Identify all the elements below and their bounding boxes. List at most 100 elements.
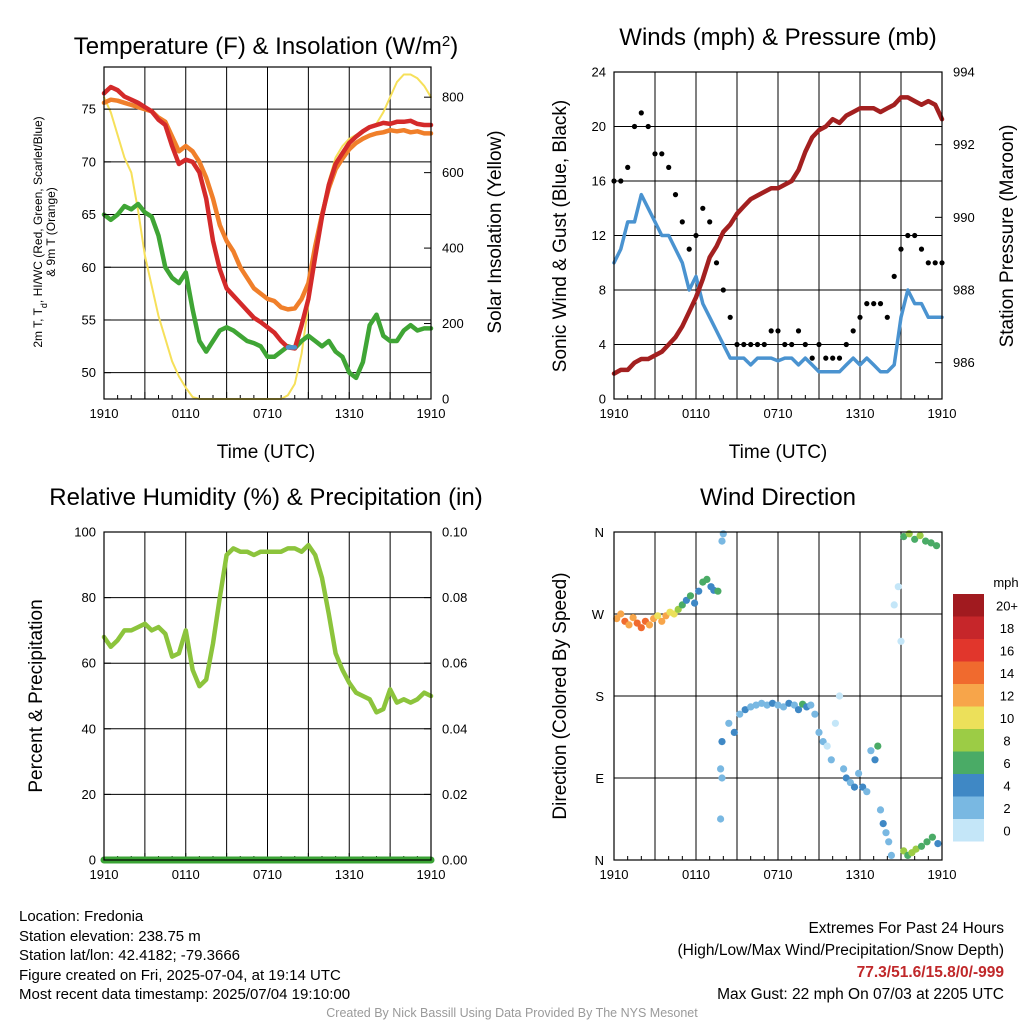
colorbar-label: 12: [1000, 688, 1014, 703]
humidity-line: [101, 542, 434, 715]
x-tick-label: 0710: [764, 867, 793, 882]
colorbar-label: 14: [1000, 666, 1014, 681]
direction-point: [613, 615, 621, 623]
y-tick-label: 100: [74, 525, 96, 540]
y2-tick-label: 0: [442, 392, 449, 407]
direction-point: [863, 788, 871, 796]
temperature-xlabel: Time (UTC): [217, 442, 316, 463]
direction-point: [922, 537, 930, 545]
y2-tick-label: 0.10: [442, 525, 467, 540]
gust-point: [891, 273, 897, 279]
humidity-panel: Relative Humidity (%) & Precipitation (i…: [26, 484, 483, 882]
credit-text: Created By Nick Bassill Using Data Provi…: [326, 1006, 698, 1020]
colorbar-label: 10: [1000, 711, 1014, 726]
plot-frame: [613, 71, 943, 400]
direction-point: [867, 747, 875, 755]
colorbar-swatch: [953, 774, 984, 797]
y2-tick-label: 800: [442, 90, 464, 105]
y-tick-label: 24: [592, 65, 606, 80]
direction-point: [894, 583, 902, 591]
y-tick-label: N: [595, 853, 604, 868]
direction-point: [855, 769, 863, 778]
x-tick-label: 0110: [682, 406, 710, 421]
insolation-ylabel: Solar Insolation (Yellow): [485, 130, 506, 333]
y2-tick-label: 0.08: [442, 590, 467, 605]
gust-point: [905, 232, 911, 239]
direction-point: [752, 701, 760, 709]
y2-tick-label: 988: [953, 283, 975, 298]
direction-point: [927, 539, 935, 547]
colorbar-label: 0: [1003, 823, 1010, 838]
gust-point: [871, 301, 877, 307]
location-text: Location: Fredonia: [19, 908, 144, 925]
temp-2m-line: [101, 84, 434, 351]
y-tick-label: S: [595, 689, 604, 704]
y-tick-label: 80: [82, 590, 96, 605]
direction-point: [718, 537, 726, 545]
direction-point: [815, 728, 823, 737]
y-tick-label: 55: [82, 312, 96, 327]
x-tick-label: 1910: [90, 406, 119, 421]
gust-point: [734, 341, 740, 348]
gust-point: [912, 232, 918, 239]
gust-point: [672, 192, 679, 198]
gust-point: [748, 341, 754, 348]
direction-point: [897, 637, 905, 645]
colorbar-label: 2: [1003, 801, 1010, 816]
y2-tick-label: 994: [953, 65, 975, 80]
gust-point: [768, 328, 774, 334]
gust-point: [638, 110, 644, 116]
direction-point: [725, 719, 733, 727]
gust-point: [782, 341, 788, 348]
colorbar-swatch: [953, 729, 984, 752]
direction-point: [807, 701, 815, 709]
y-tick-label: 12: [592, 228, 606, 243]
colorbar-label: 4: [1003, 778, 1010, 793]
gust-point: [850, 328, 856, 334]
direction-point: [934, 840, 942, 848]
winds-title: Winds (mph) & Pressure (mb): [619, 24, 936, 51]
direction-point: [890, 601, 898, 609]
direction-point: [823, 742, 831, 750]
direction-point: [887, 851, 896, 860]
x-tick-label: 1910: [600, 406, 629, 421]
recent-data-text: Most recent data timestamp: 2025/07/04 1…: [19, 986, 351, 1003]
colorbar-swatch: [953, 661, 984, 684]
gust-point: [679, 219, 685, 225]
temperature-ylabel: 2m T, Td, HI/WC (Red, Green, Scarlet/Blu…: [31, 116, 58, 347]
direction-point: [911, 535, 919, 543]
gust-point: [843, 341, 849, 348]
y2-tick-label: 400: [442, 241, 464, 256]
direction-point: [912, 845, 920, 853]
humidity-ylabel: Percent & Precipitation: [26, 599, 47, 792]
direction-point: [695, 587, 703, 595]
station-info: Location: Fredonia Station elevation: 23…: [19, 907, 350, 1005]
direction-point: [703, 575, 711, 584]
gust-point: [775, 328, 781, 334]
direction-point: [617, 610, 625, 618]
gust-point: [631, 123, 638, 130]
gust-point: [700, 205, 706, 211]
direction-point: [718, 774, 726, 782]
direction-point: [879, 820, 887, 828]
direction-point: [850, 783, 859, 791]
gust-point: [884, 314, 890, 320]
colorbar-swatch: [953, 616, 984, 639]
y2-tick-label: 200: [442, 316, 464, 331]
direction-point: [842, 774, 850, 782]
direction-point: [827, 756, 835, 764]
gust-point: [836, 355, 843, 361]
x-tick-label: 1310: [335, 867, 364, 882]
y2-tick-label: 986: [953, 355, 975, 370]
direction-point: [840, 765, 848, 773]
direction-point: [905, 530, 913, 538]
direction-point: [714, 587, 722, 595]
y-tick-label: 4: [599, 337, 606, 352]
gust-point: [707, 219, 713, 225]
direction-point: [719, 530, 727, 538]
max-gust-text: Max Gust: 22 mph On 07/03 at 2205 UTC: [717, 986, 1004, 1003]
direction-point: [686, 592, 695, 600]
y-tick-label: W: [592, 607, 605, 622]
y-tick-label: N: [595, 525, 604, 540]
